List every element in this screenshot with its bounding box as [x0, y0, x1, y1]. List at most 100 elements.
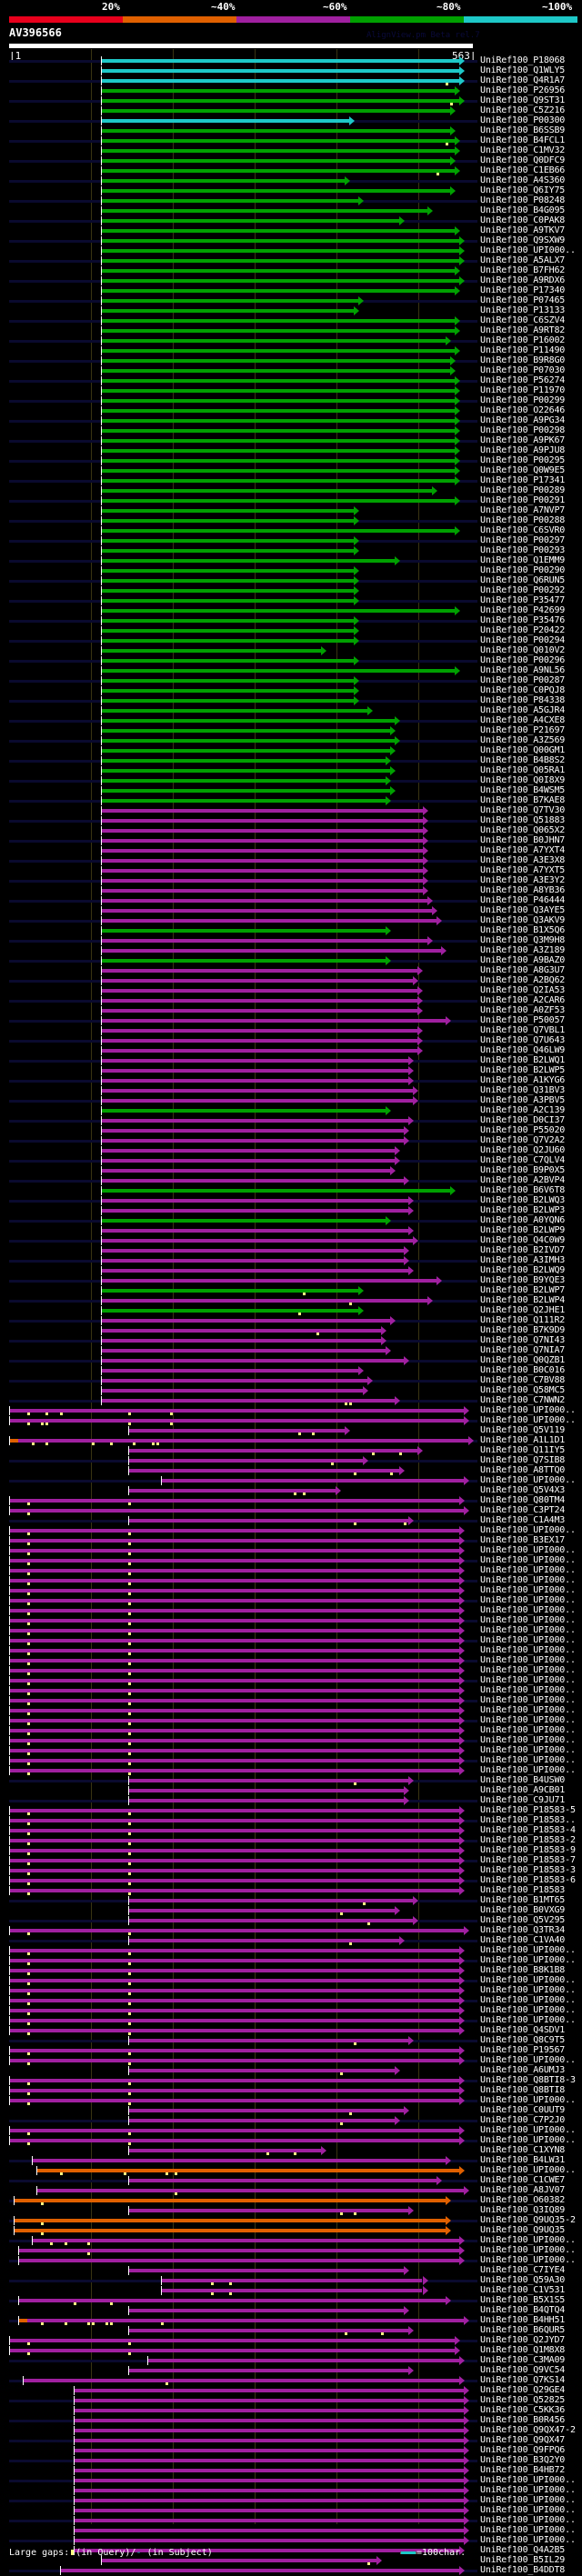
hit-label[interactable]: UniRef100_UPI000..	[480, 2125, 576, 2135]
alignment-bar[interactable]	[101, 589, 354, 593]
alignment-bar[interactable]	[128, 2269, 405, 2272]
alignment-bar[interactable]	[101, 99, 459, 103]
alignment-bar[interactable]	[9, 1949, 459, 1952]
hit-row[interactable]: UniRef100_Q9UQ35-2	[0, 2215, 582, 2226]
hit-row[interactable]: UniRef100_Q52825	[0, 2395, 582, 2406]
alignment-bar[interactable]	[9, 1929, 464, 1932]
hit-label[interactable]: UniRef100_P20422	[480, 625, 566, 635]
hit-label[interactable]: UniRef100_P17341	[480, 475, 566, 485]
hit-row[interactable]: UniRef100_Q4SDV1	[0, 2025, 582, 2036]
hit-label[interactable]: UniRef100_Q7VBL1	[480, 1025, 566, 1035]
alignment-bar[interactable]	[101, 259, 459, 263]
hit-label[interactable]: UniRef100_B4FCL1	[480, 135, 566, 145]
alignment-bar[interactable]	[9, 2079, 459, 2082]
hit-label[interactable]: UniRef100_C3MA09	[480, 2355, 566, 2365]
alignment-bar[interactable]	[9, 1719, 459, 1722]
alignment-bar[interactable]	[9, 1589, 459, 1593]
alignment-bar[interactable]	[101, 379, 455, 383]
alignment-bar[interactable]	[101, 1089, 414, 1093]
hit-label[interactable]: UniRef100_A3PBV5	[480, 1095, 566, 1105]
alignment-bar[interactable]	[101, 1249, 405, 1253]
alignment-bar[interactable]	[9, 1759, 459, 1762]
hit-label[interactable]: UniRef100_A3IMH3	[480, 1255, 566, 1265]
alignment-bar[interactable]	[101, 1329, 382, 1333]
hit-row[interactable]: UniRef100_C1MV32	[0, 145, 582, 156]
alignment-bar[interactable]	[101, 779, 386, 783]
alignment-bar[interactable]	[128, 2149, 322, 2152]
hit-label[interactable]: UniRef100_C0PAK8	[480, 215, 566, 225]
hit-label[interactable]: UniRef100_UPI000..	[480, 1665, 576, 1675]
hit-label[interactable]: UniRef100_Q9UQ35	[480, 2225, 566, 2235]
hit-row[interactable]: UniRef100_B5X1S5	[0, 2295, 582, 2306]
hit-row[interactable]: UniRef100_B4B8S2	[0, 755, 582, 766]
alignment-bar[interactable]	[101, 369, 450, 373]
hit-label[interactable]: UniRef100_UPI000..	[480, 1565, 576, 1575]
alignment-bar[interactable]	[9, 1559, 459, 1563]
hit-row[interactable]: UniRef100_Q9QX47-2	[0, 2425, 582, 2436]
hit-row[interactable]: UniRef100_P18583-4	[0, 1825, 582, 1836]
hit-row[interactable]: UniRef100_P19567	[0, 2045, 582, 2056]
alignment-bar[interactable]	[9, 2339, 455, 2342]
hit-row[interactable]: UniRef100_B2LWP4	[0, 1295, 582, 1306]
hit-row[interactable]: UniRef100_Q5V4X3	[0, 1485, 582, 1496]
hit-label[interactable]: UniRef100_P00290	[480, 565, 566, 575]
hit-label[interactable]: UniRef100_Q0I8X9	[480, 775, 566, 785]
hit-label[interactable]: UniRef100_Q05RA1	[480, 765, 566, 775]
hit-label[interactable]: UniRef100_UPI000..	[480, 1755, 576, 1765]
alignment-bar[interactable]	[101, 1399, 396, 1403]
alignment-bar[interactable]	[101, 669, 455, 673]
hit-row[interactable]: UniRef100_B9P0X5	[0, 1165, 582, 1176]
hit-label[interactable]: UniRef100_UPI000..	[480, 1585, 576, 1595]
hit-label[interactable]: UniRef100_Q3TR34	[480, 1925, 566, 1935]
hit-row[interactable]: UniRef100_C3MA09	[0, 2355, 582, 2366]
hit-row[interactable]: UniRef100_P35476	[0, 615, 582, 626]
hit-row[interactable]: UniRef100_UPI000..	[0, 1645, 582, 1656]
hit-label[interactable]: UniRef100_UPI000..	[480, 2535, 576, 2545]
hit-label[interactable]: UniRef100_UPI000..	[480, 1635, 576, 1645]
alignment-bar[interactable]	[9, 1609, 459, 1612]
hit-label[interactable]: UniRef100_Q46LW9	[480, 1045, 566, 1055]
hit-label[interactable]: UniRef100_Q9QX47-2	[480, 2425, 576, 2435]
alignment-bar[interactable]	[101, 909, 432, 913]
hit-label[interactable]: UniRef100_UPI000..	[480, 2475, 576, 2485]
alignment-bar[interactable]	[101, 1349, 386, 1353]
hit-row[interactable]: UniRef100_B4LW31	[0, 2155, 582, 2166]
alignment-bar[interactable]	[101, 809, 423, 813]
hit-label[interactable]: UniRef100_P18583-9	[480, 1845, 576, 1855]
hit-row[interactable]: UniRef100_UPI000..	[0, 245, 582, 256]
alignment-bar[interactable]	[9, 1659, 459, 1662]
hit-label[interactable]: UniRef100_Q111R2	[480, 1315, 566, 1325]
hit-label[interactable]: UniRef100_P55020	[480, 1125, 566, 1135]
hit-row[interactable]: UniRef100_P00290	[0, 565, 582, 576]
alignment-bar[interactable]	[73, 2409, 464, 2412]
hit-label[interactable]: UniRef100_UPI000..	[480, 1685, 576, 1695]
alignment-bar[interactable]	[101, 249, 459, 253]
alignment-bar[interactable]	[9, 1539, 459, 1543]
hit-row[interactable]: UniRef100_O22646	[0, 405, 582, 416]
hit-label[interactable]: UniRef100_B1MT65	[480, 1895, 566, 1905]
alignment-bar[interactable]	[9, 1989, 459, 1992]
hit-row[interactable]: UniRef100_C1XYN8	[0, 2145, 582, 2156]
hit-label[interactable]: UniRef100_P18068	[480, 55, 566, 65]
alignment-bar[interactable]	[32, 2159, 446, 2162]
hit-row[interactable]: UniRef100_UPI000..	[0, 1635, 582, 1646]
hit-row[interactable]: UniRef100_C7IYE4	[0, 2265, 582, 2276]
hit-row[interactable]: UniRef100_UPI000..	[0, 2485, 582, 2496]
hit-label[interactable]: UniRef100_UPI000..	[480, 1415, 576, 1425]
hit-row[interactable]: UniRef100_A0ZF53	[0, 1005, 582, 1016]
alignment-bar[interactable]	[36, 2169, 459, 2172]
hit-row[interactable]: UniRef100_UPI000..	[0, 2245, 582, 2256]
hit-row[interactable]: UniRef100_Q3TR34	[0, 1925, 582, 1936]
alignment-bar[interactable]	[14, 2229, 446, 2232]
hit-label[interactable]: UniRef100_A9CB01	[480, 1785, 566, 1795]
alignment-bar[interactable]	[9, 1679, 459, 1682]
hit-row[interactable]: UniRef100_O60382	[0, 2195, 582, 2206]
hit-label[interactable]: UniRef100_B7K9D9	[480, 1325, 566, 1335]
hit-label[interactable]: UniRef100_A8JV07	[480, 2185, 566, 2195]
hit-row[interactable]: UniRef100_P21697	[0, 725, 582, 736]
alignment-bar[interactable]	[9, 1849, 459, 1852]
alignment-bar[interactable]	[73, 2469, 464, 2472]
hit-row[interactable]: UniRef100_Q0W9E5	[0, 465, 582, 476]
hit-row[interactable]: UniRef100_P18583-7	[0, 1855, 582, 1866]
alignment-bar[interactable]	[101, 1239, 414, 1243]
